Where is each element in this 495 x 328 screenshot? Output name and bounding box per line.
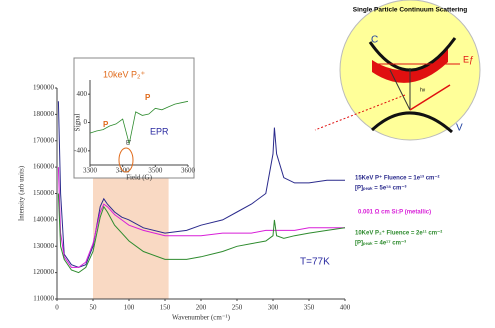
y-tick-label: 140000 [33, 215, 55, 223]
x-tick-label: 300 [268, 304, 279, 312]
y-tick-label: 180000 [33, 110, 55, 118]
y-tick-label: 150000 [33, 189, 55, 197]
legend-detail: [P]ₚₑₐₖ = 4e¹⁷ cm⁻³ [355, 240, 406, 247]
x-tick-label: 100 [124, 304, 135, 312]
photon-arrow [409, 84, 451, 111]
band-label: C [371, 35, 378, 46]
band-label: Eƒ [463, 54, 474, 64]
y-tick-label: 160000 [33, 163, 55, 171]
y-tick-label: 130000 [33, 242, 55, 250]
x-tick-label: 350 [304, 304, 315, 312]
x-tick-label: 150 [160, 304, 171, 312]
legend-entry: 15KeV P⁺ Fluence = 1e¹³ cm⁻² [355, 175, 440, 182]
series-line [57, 101, 345, 268]
series-line [57, 167, 345, 268]
annotation: T=77K [300, 257, 330, 268]
x-axis-label: Field (G) [126, 174, 153, 182]
scatter-arrow [314, 94, 406, 131]
x-tick-label: 200 [196, 304, 207, 312]
x-tick-label: 400 [340, 304, 351, 312]
series-line [89, 100, 189, 144]
band-label: V [456, 123, 463, 134]
highlight-ellipse [118, 147, 134, 173]
valence-band [370, 111, 453, 134]
x-tick-label: 250 [232, 304, 243, 312]
peak-label: E' [126, 141, 131, 147]
x-tick-label: 0 [55, 304, 59, 312]
inset-frame [73, 57, 195, 179]
transition-arrow [389, 69, 411, 111]
legend-entry: 0.001 Ω cm Si:P (metallic) [358, 210, 431, 216]
legend-detail: [P]ₚₑₐₖ = 5e¹⁸ cm⁻³ [355, 185, 407, 192]
y-tick-label: 170000 [33, 136, 55, 144]
y-axis-label: Signal [74, 114, 82, 132]
inset-label: EPR [150, 126, 169, 136]
legend-entry: 10KeV P₂⁺ Fluence = 2e¹¹ cm⁻² [355, 230, 442, 237]
conduction-band [368, 37, 457, 72]
inset-title: 10keV P₂⁺ [103, 69, 146, 79]
scattering-diagram: Single Particle Continuum Scattering C E… [314, 0, 481, 141]
y-tick-label: 400 [77, 90, 88, 98]
y-tick-label: 110000 [33, 295, 54, 303]
peak-label: P [145, 93, 151, 102]
x-tick-label: 3500 [148, 167, 163, 175]
y-axis-label: Intensity (arb units) [18, 165, 26, 221]
x-axis-label: Wavenumber (cm⁻¹) [172, 314, 231, 322]
peak-label: P [103, 120, 109, 129]
series-line [57, 193, 346, 274]
x-tick-label: 3300 [83, 167, 98, 175]
diagram-title: Single Particle Continuum Scattering [353, 7, 468, 14]
fermi-sea [372, 48, 448, 83]
x-tick-label: 50 [90, 304, 98, 312]
y-tick-label: 190000 [33, 84, 55, 92]
y-tick-label: 120000 [33, 268, 55, 276]
band-label: hν [420, 87, 426, 93]
x-tick-label: 3600 [181, 167, 196, 175]
y-tick-label: 0 [84, 118, 88, 126]
y-tick-label: -400 [74, 146, 87, 154]
